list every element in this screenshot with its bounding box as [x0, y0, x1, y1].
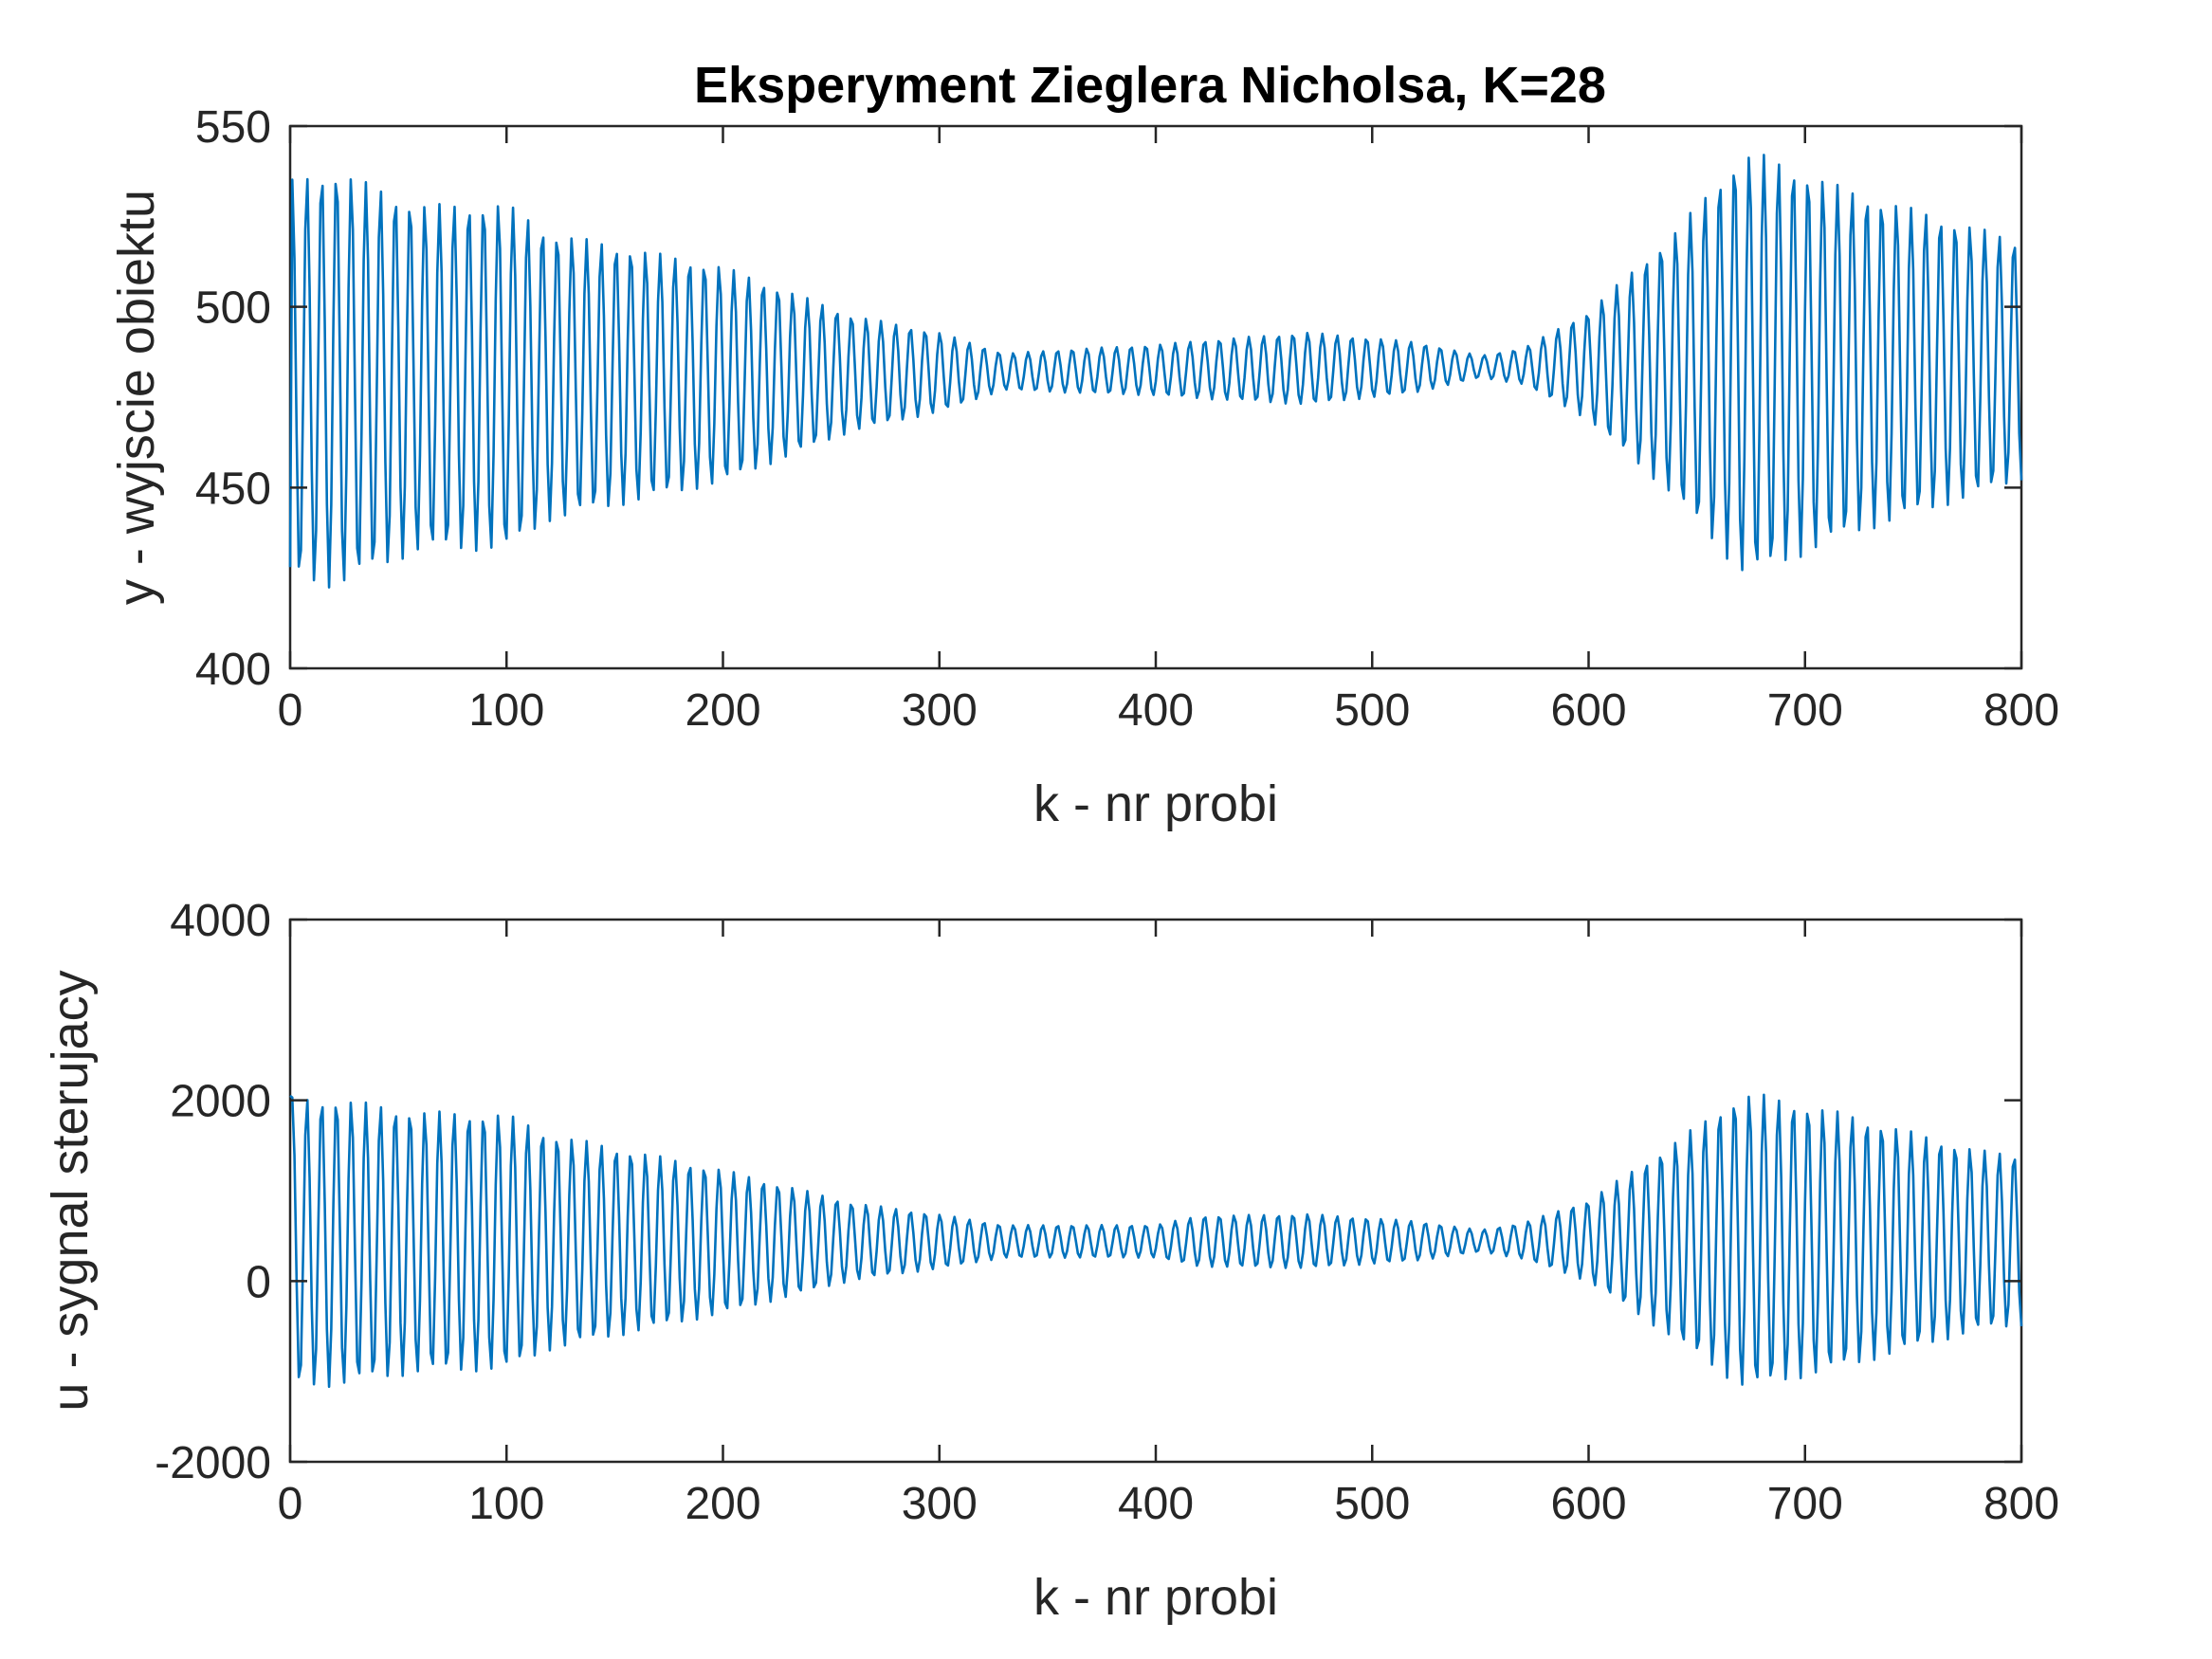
x-tick-label: 200 — [685, 685, 760, 736]
bottom-x-ticks: 0 100 200 300 400 500 600 700 800 — [278, 920, 2059, 1529]
y-tick-label: 550 — [195, 102, 271, 153]
x-tick-label: 600 — [1550, 685, 1626, 736]
y-tick-label: 500 — [195, 283, 271, 334]
y-tick-label: 0 — [246, 1257, 271, 1307]
x-tick-label: 0 — [278, 685, 303, 736]
x-tick-label: 500 — [1334, 685, 1410, 736]
bottom-x-axis-label: k - nr probi — [1033, 1569, 1278, 1626]
bottom-y-ticks: -2000 0 2000 4000 — [155, 896, 2021, 1488]
top-y-axis-label: y - wyjscie obiektu — [108, 190, 165, 605]
top-axes: 0 100 200 300 400 500 600 700 800 400 450 500 550 k… — [108, 102, 2059, 832]
bottom-axes: 0 100 200 300 400 500 600 700 800 -2000020004000… — [42, 896, 2059, 1626]
y-tick-label: 4000 — [170, 896, 271, 946]
x-tick-label: 800 — [1983, 1479, 2059, 1529]
y-tick-label: 2000 — [170, 1077, 271, 1127]
x-tick-label: 600 — [1550, 1479, 1626, 1529]
top-y-ticks: 400 450 500 550 — [195, 102, 2021, 695]
x-tick-label: 400 — [1118, 1479, 1194, 1529]
x-tick-label: 100 — [468, 1479, 544, 1529]
top-x-axis-label: k - nr probi — [1033, 775, 1278, 832]
y-tick-label: 450 — [195, 464, 271, 514]
bottom-y-axis-label: u - sygnal sterujacy — [42, 970, 99, 1411]
x-tick-label: 700 — [1767, 1479, 1843, 1529]
x-tick-label: 400 — [1118, 685, 1194, 736]
x-tick-label: 300 — [902, 685, 978, 736]
x-tick-label: 0 — [278, 1479, 303, 1529]
x-tick-label: 500 — [1334, 1479, 1410, 1529]
x-tick-label: 300 — [902, 1479, 978, 1529]
output-series-line — [288, 154, 2023, 589]
y-tick-label: -2000 — [155, 1438, 271, 1488]
x-tick-label: 100 — [468, 685, 544, 736]
control-series-line — [289, 1093, 2023, 1389]
x-tick-label: 700 — [1767, 685, 1843, 736]
x-tick-label: 200 — [685, 1479, 760, 1529]
top-x-ticks: 0 100 200 300 400 500 600 700 800 — [278, 126, 2059, 736]
x-tick-label: 800 — [1983, 685, 2059, 736]
y-tick-label: 400 — [195, 645, 271, 695]
chart-title: Eksperyment Zieglera Nicholsa, K=28 — [694, 57, 1606, 114]
